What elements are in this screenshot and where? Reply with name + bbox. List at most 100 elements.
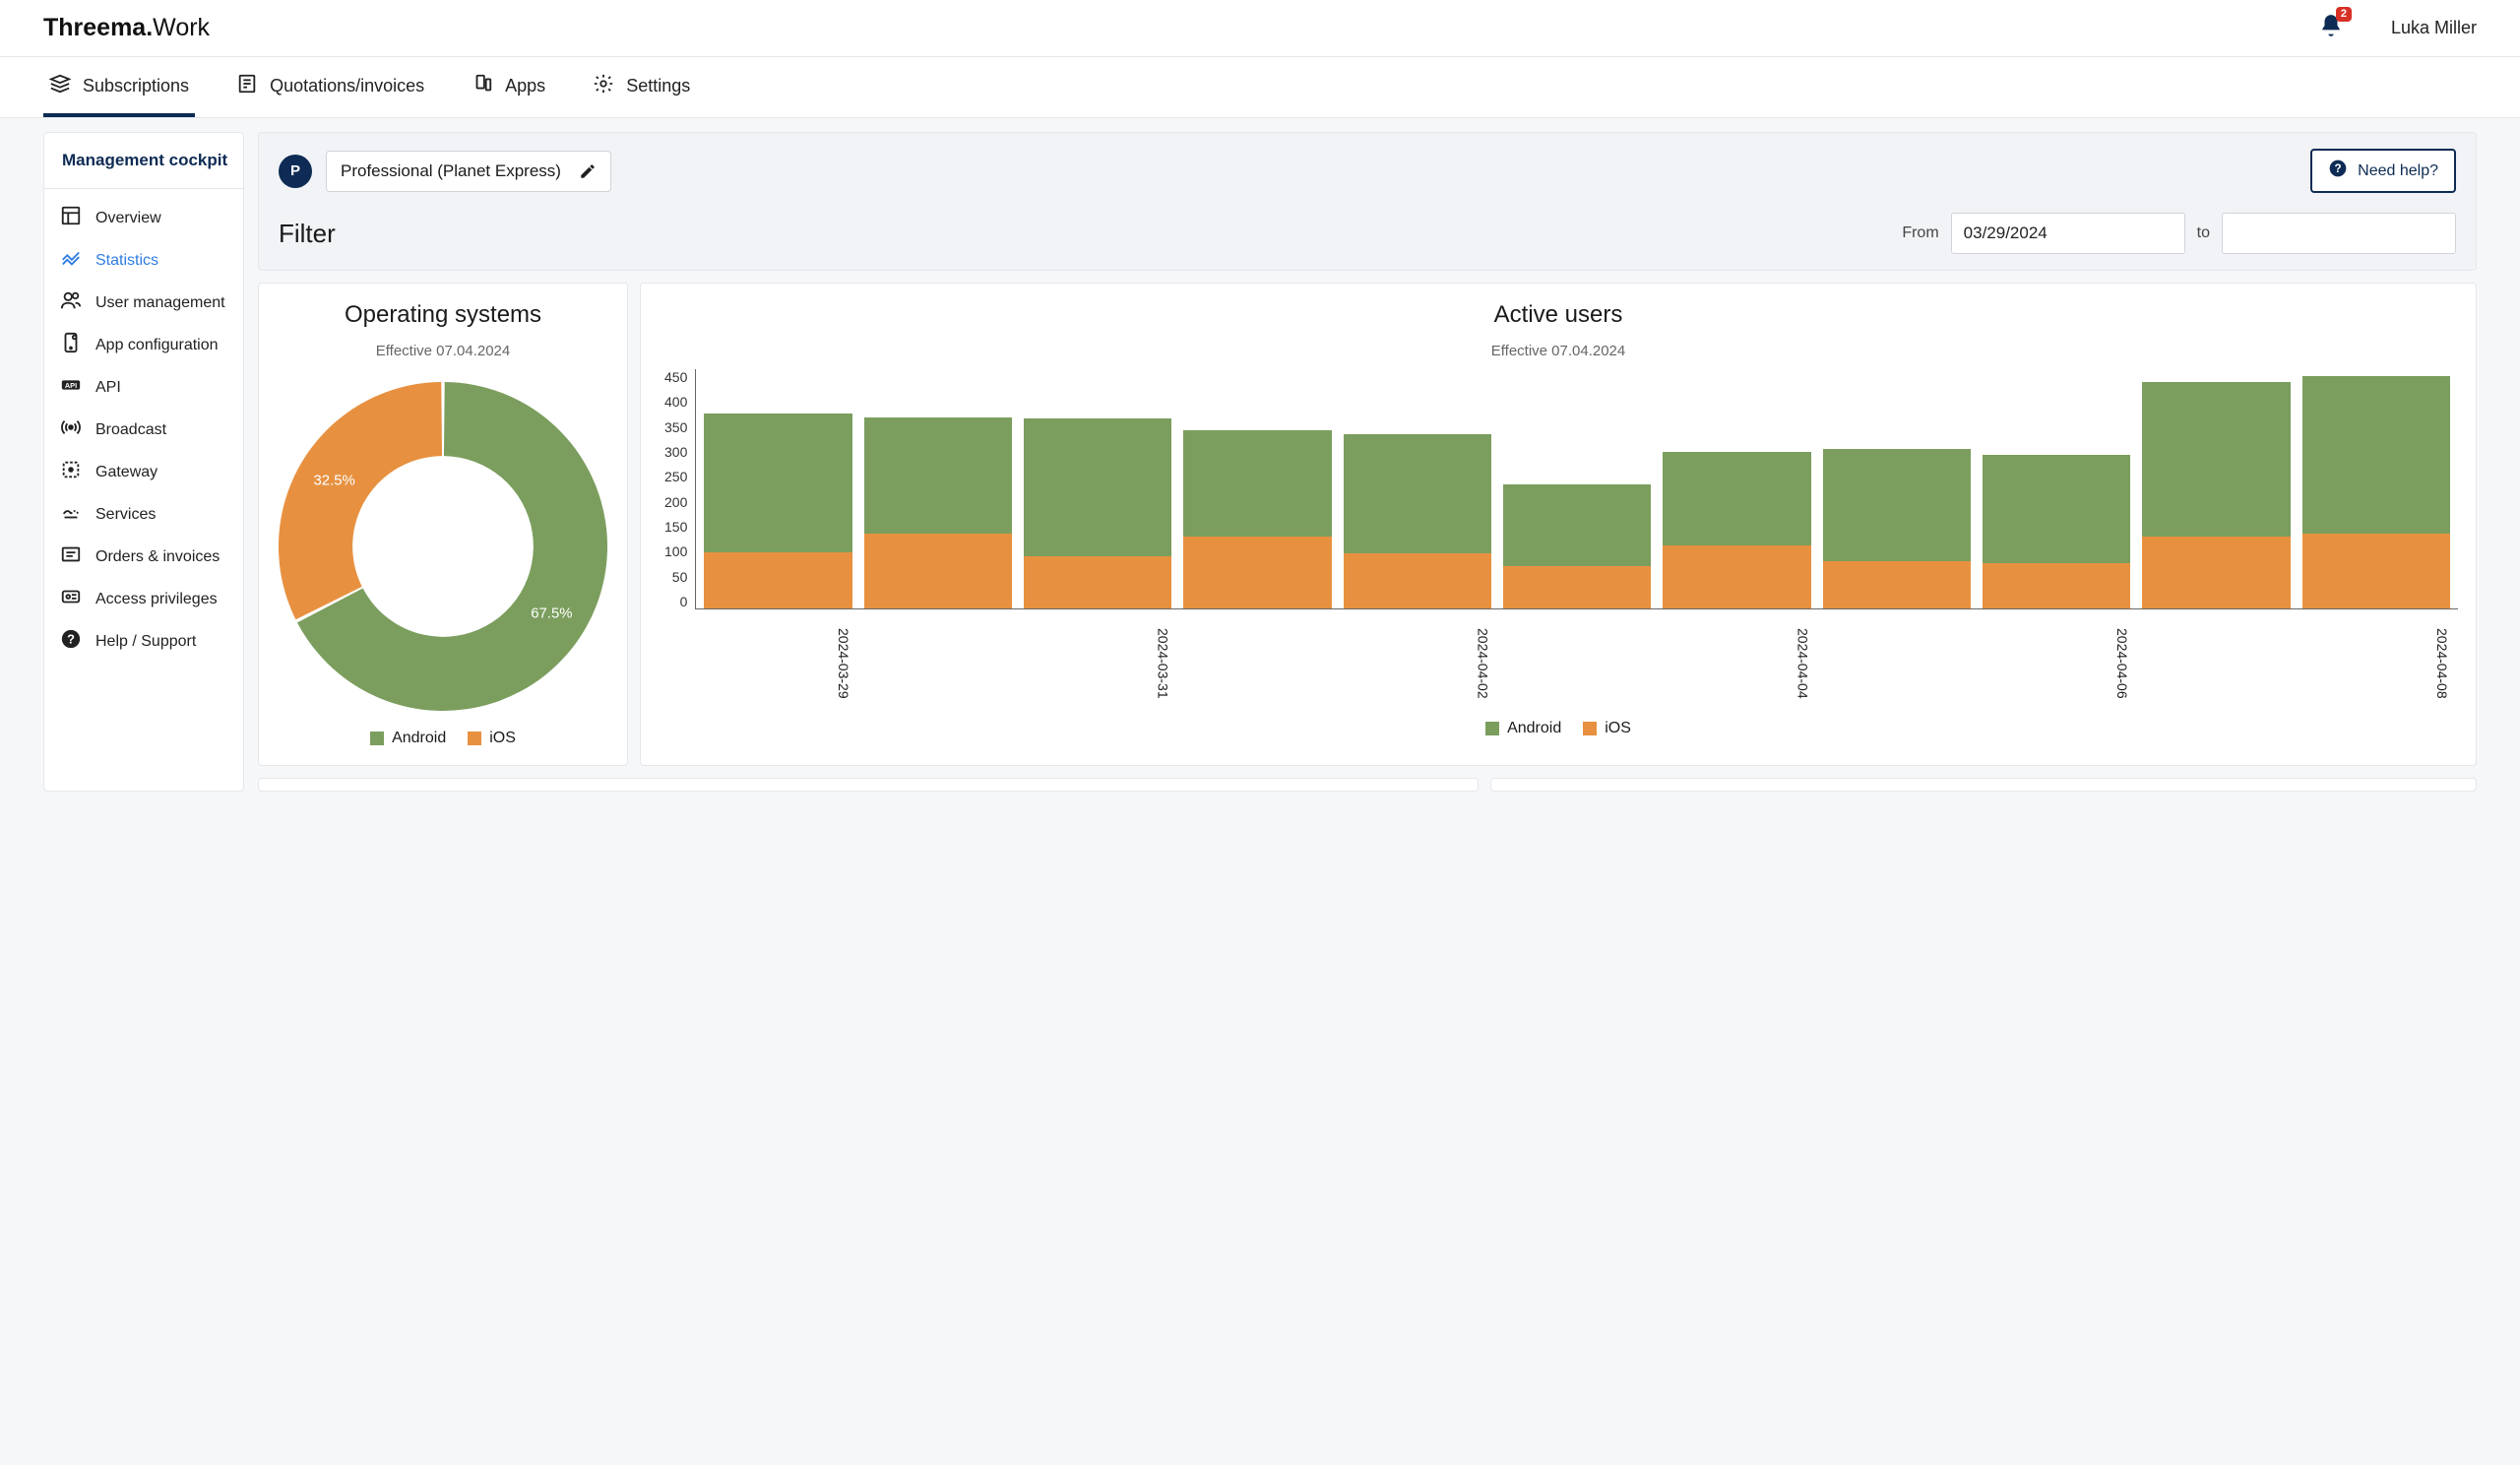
nav-label: Quotations/invoices: [270, 76, 424, 96]
bar-seg-ios: [2302, 534, 2450, 608]
sidebar-list: Overview Statistics User management App con…: [44, 189, 243, 670]
legend-swatch: [1485, 722, 1499, 735]
bar-seg-ios: [2142, 537, 2290, 608]
svg-text:?: ?: [2335, 162, 2342, 175]
main-nav: Subscriptions Quotations/invoices Apps Sett…: [0, 57, 2520, 118]
sidebar-item-users[interactable]: User management: [44, 282, 243, 324]
bell-icon: [2318, 26, 2344, 42]
bar-seg-android: [1503, 484, 1651, 566]
pencil-icon: [579, 162, 597, 180]
pie-title: Operating systems: [277, 301, 609, 329]
bar-seg-ios: [1344, 553, 1491, 608]
invoices-icon: [236, 73, 258, 99]
bar-seg-ios: [1183, 537, 1331, 608]
nav-invoices[interactable]: Quotations/invoices: [230, 57, 430, 117]
bar-seg-android: [1183, 430, 1331, 536]
subscription-selector[interactable]: Professional (Planet Express): [326, 151, 611, 192]
notification-badge: 2: [2336, 7, 2352, 22]
bar-seg-android: [1024, 418, 1171, 556]
filter-from-input[interactable]: [1951, 213, 2185, 254]
x-tick: [1183, 615, 1331, 710]
subscriptions-icon: [49, 73, 71, 99]
placeholder-card-2: [1490, 778, 2477, 792]
gateway-icon: [60, 459, 82, 485]
x-tick: 2024-04-04: [1663, 615, 1810, 710]
filter-row: Filter From to: [279, 213, 2456, 254]
bar-seg-android: [1344, 434, 1491, 553]
help-icon: ?: [60, 628, 82, 655]
settings-icon: [593, 73, 614, 99]
nav-apps[interactable]: Apps: [466, 57, 551, 117]
bar-column: [1663, 452, 1810, 608]
filter-title: Filter: [279, 219, 336, 249]
topbar: Threema.Work 2 Luka Miller: [0, 0, 2520, 57]
content-header: P Professional (Planet Express) ? Need h…: [258, 132, 2477, 271]
bar-seg-ios: [1024, 556, 1171, 608]
bar-seg-android: [1663, 452, 1810, 545]
users-icon: [60, 289, 82, 316]
sidebar-item-broadcast[interactable]: Broadcast: [44, 409, 243, 451]
notifications-button[interactable]: 2: [2318, 13, 2344, 43]
sidebar-item-overview[interactable]: Overview: [44, 197, 243, 239]
bar-column: [1344, 434, 1491, 608]
sidebar-item-help[interactable]: ? Help / Support: [44, 620, 243, 663]
legend-item-ios: iOS: [468, 730, 516, 747]
filter-to-input[interactable]: [2222, 213, 2456, 254]
donut-chart: 67.5%32.5%: [277, 369, 609, 714]
charts-row: Operating systems Effective 07.04.2024 6…: [258, 283, 2477, 766]
x-tick: 2024-03-31: [1023, 615, 1170, 710]
nav-settings[interactable]: Settings: [587, 57, 696, 117]
user-name[interactable]: Luka Miller: [2391, 18, 2477, 38]
bar-seg-ios: [1503, 566, 1651, 608]
sidebar-item-label: User management: [95, 294, 225, 312]
sidebar-item-orders[interactable]: Orders & invoices: [44, 536, 243, 578]
bar-seg-ios: [1663, 545, 1810, 608]
sidebar-item-api[interactable]: APIAPI: [44, 366, 243, 409]
bar-column: [2302, 376, 2450, 608]
bar-column: [864, 417, 1012, 608]
sidebar-item-services[interactable]: Services: [44, 493, 243, 536]
access-icon: [60, 586, 82, 612]
x-tick: 2024-03-29: [703, 615, 850, 710]
bar-column: [1823, 449, 1971, 608]
sidebar-title: Management cockpit: [44, 133, 243, 189]
bar-seg-ios: [1823, 561, 1971, 608]
sidebar-item-label: Overview: [95, 210, 161, 227]
bar-seg-android: [1823, 449, 1971, 561]
nav-subscriptions[interactable]: Subscriptions: [43, 57, 195, 117]
x-tick: 2024-04-08: [2302, 615, 2450, 710]
y-tick: 450: [664, 369, 687, 385]
bar-seg-ios: [864, 534, 1012, 608]
y-tick: 350: [664, 419, 687, 435]
x-tick: 2024-04-02: [1343, 615, 1490, 710]
donut-slice-ios: [279, 382, 442, 619]
overview-icon: [60, 205, 82, 231]
sidebar-item-label: Orders & invoices: [95, 548, 220, 566]
legend-label: Android: [392, 730, 446, 747]
sidebar-item-label: App configuration: [95, 337, 219, 354]
bar-column: [1024, 418, 1171, 608]
legend-swatch: [370, 732, 384, 745]
active-users-card: Active users Effective 07.04.2024 450400…: [640, 283, 2477, 766]
legend-label: Android: [1507, 720, 1561, 737]
sidebar-item-access[interactable]: Access privileges: [44, 578, 243, 620]
need-help-button[interactable]: ? Need help?: [2310, 149, 2456, 193]
subscription-label: Professional (Planet Express): [341, 161, 561, 181]
y-tick: 200: [664, 494, 687, 510]
sidebar-item-appconfig[interactable]: App configuration: [44, 324, 243, 366]
sidebar-item-gateway[interactable]: Gateway: [44, 451, 243, 493]
legend-item-ios: iOS: [1583, 720, 1631, 737]
operating-systems-card: Operating systems Effective 07.04.2024 6…: [258, 283, 628, 766]
nav-label: Apps: [505, 76, 545, 96]
sidebar-item-label: Access privileges: [95, 591, 218, 608]
pie-subtitle: Effective 07.04.2024: [277, 343, 609, 359]
sidebar-item-label: Help / Support: [95, 633, 196, 651]
bar-legend: Android iOS: [659, 720, 2458, 737]
legend-swatch: [468, 732, 481, 745]
legend-label: iOS: [1605, 720, 1631, 737]
orders-icon: [60, 543, 82, 570]
nav-label: Settings: [626, 76, 690, 96]
sidebar-item-label: Services: [95, 506, 156, 524]
sidebar-item-statistics[interactable]: Statistics: [44, 239, 243, 282]
need-help-label: Need help?: [2358, 162, 2438, 180]
